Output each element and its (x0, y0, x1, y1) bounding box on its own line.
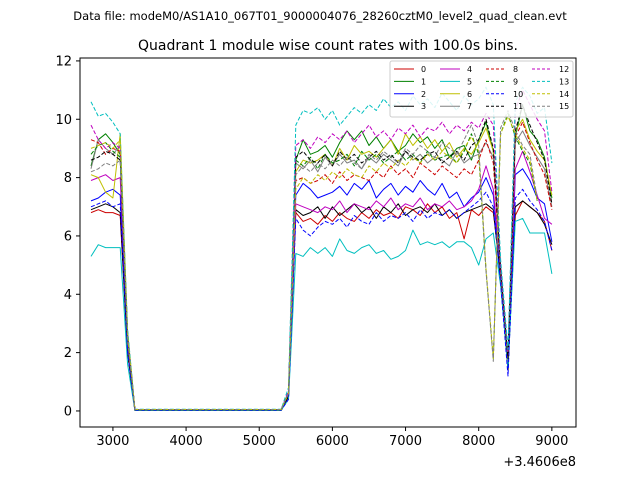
y-tick-label: 0 (64, 404, 72, 419)
x-tick-label: 6000 (316, 434, 349, 449)
series-line-7 (90, 130, 553, 410)
series-line-9 (90, 112, 538, 410)
legend-label-10: 10 (513, 90, 523, 99)
x-tick-label: 8000 (462, 434, 495, 449)
x-tick-label: 3000 (96, 434, 129, 449)
plot-area (90, 86, 553, 411)
legend-box (389, 60, 574, 118)
legend-label-7: 7 (467, 102, 472, 111)
x-tick-label: 5000 (243, 434, 276, 449)
legend-label-12: 12 (559, 65, 569, 74)
y-tick-label: 4 (64, 288, 72, 303)
x-offset-label: +3.4606e8 (503, 455, 576, 470)
series-line-12 (90, 89, 553, 410)
legend-label-8: 8 (513, 65, 518, 74)
legend-label-6: 6 (467, 90, 472, 99)
legend-label-15: 15 (559, 102, 569, 111)
series-line-3 (90, 200, 553, 411)
y-tick-label: 12 (55, 54, 72, 69)
legend-label-1: 1 (421, 77, 426, 86)
series-line-11 (90, 104, 553, 411)
legend-label-14: 14 (559, 90, 569, 99)
series-line-4 (90, 150, 553, 411)
legend-label-0: 0 (421, 65, 426, 74)
y-tick-label: 10 (55, 113, 72, 128)
legend-label-9: 9 (513, 77, 518, 86)
legend-label-13: 13 (559, 77, 569, 86)
x-tick-label: 9000 (535, 434, 568, 449)
legend-label-2: 2 (421, 90, 426, 99)
data-file-suptitle: Data file: modeM0/AS1A10_067T01_90000040… (73, 9, 567, 23)
series-line-5 (90, 217, 553, 411)
y-tick-label: 6 (64, 229, 72, 244)
chart-title: Quadrant 1 module wise count rates with … (138, 38, 518, 54)
y-axis: 0 2 4 6 8 10 12 (55, 54, 80, 419)
axes-frame (79, 57, 577, 428)
x-tick-label: 7000 (389, 434, 422, 449)
y-tick-label: 8 (64, 171, 72, 186)
legend-label-11: 11 (513, 102, 523, 111)
x-axis: 3000 4000 5000 6000 7000 8000 9000 (96, 427, 568, 449)
series-line-6 (90, 118, 553, 410)
legend-label-3: 3 (421, 102, 426, 111)
legend-label-5: 5 (467, 77, 472, 86)
series-line-14 (90, 115, 538, 410)
legend-label-4: 4 (467, 65, 472, 74)
y-tick-label: 2 (64, 346, 72, 361)
series-line-15 (90, 110, 538, 411)
series-line-10 (90, 188, 553, 411)
series-line-1 (90, 104, 553, 410)
x-tick-label: 4000 (170, 434, 203, 449)
series-line-0 (90, 200, 553, 411)
